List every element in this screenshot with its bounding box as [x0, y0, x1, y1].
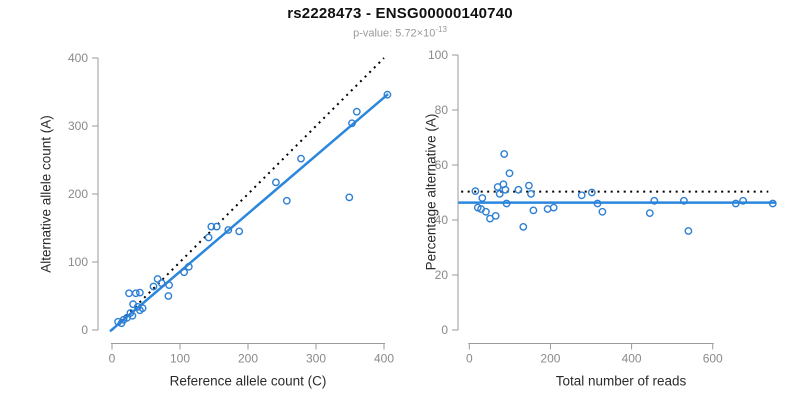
data-point [650, 196, 659, 205]
pvalue-exponent: -13 [435, 25, 447, 34]
data-point [138, 304, 147, 313]
y-tick-label: 0 [81, 323, 88, 337]
data-point [383, 90, 392, 99]
x-tick-label: 0 [466, 352, 473, 366]
y-tick-label: 40 [435, 213, 449, 227]
right-xaxis-title: Total number of reads [555, 373, 687, 389]
data-point [577, 191, 586, 200]
data-point [164, 292, 173, 300]
right-yaxis-title: Percentage alternative (A) [423, 113, 439, 271]
y-tick-label: 100 [68, 255, 88, 269]
data-point [502, 199, 511, 208]
data-point [131, 289, 140, 298]
y-tick-label: 80 [435, 103, 449, 117]
data-point [165, 281, 174, 289]
data-point [543, 205, 552, 213]
data-point [297, 154, 305, 163]
data-point [352, 107, 361, 116]
data-point [501, 185, 510, 194]
data-point [471, 187, 480, 196]
data-point [157, 279, 166, 287]
y-tick-label: 0 [441, 323, 448, 337]
data-point [345, 193, 354, 202]
data-point [739, 196, 747, 205]
left-yaxis-title: Alternative allele count (A) [38, 115, 54, 273]
data-point [768, 199, 777, 208]
data-point [348, 119, 356, 128]
data-point [153, 275, 162, 283]
data-point [235, 227, 244, 236]
x-tick-label: 300 [306, 352, 326, 366]
data-point [135, 288, 144, 297]
right-panel: 0 20 40 60 80 100 0 200 400 600 [428, 48, 777, 366]
data-point [207, 222, 216, 231]
data-point [478, 194, 487, 202]
x-tick-label: 600 [703, 352, 723, 366]
figure-subtitle: p-value: 5.72×10-13 [0, 25, 800, 40]
data-point [587, 188, 596, 197]
data-point [645, 209, 654, 218]
left-xaxis-title: Reference allele count (C) [169, 373, 327, 389]
x-tick-label: 400 [622, 352, 642, 366]
data-point [149, 282, 158, 291]
y-tick-label: 20 [435, 268, 449, 282]
data-point [481, 207, 490, 216]
data-point [184, 262, 193, 271]
data-point [505, 169, 514, 178]
left-panel: 0 100 200 300 400 0 100 200 300 400 [68, 51, 394, 366]
x-tick-label: 200 [238, 352, 258, 366]
data-point [491, 211, 500, 220]
pvalue-text: p-value: 5.72×10 [353, 27, 436, 40]
y-tick-label: 200 [68, 187, 88, 201]
data-point [680, 196, 688, 205]
data-point [212, 222, 221, 231]
figure-title: rs2228473 - ENSG00000140740 [287, 5, 513, 22]
data-point [271, 178, 280, 187]
data-point [514, 185, 523, 194]
y-tick-label: 300 [68, 119, 88, 133]
data-point [282, 196, 291, 205]
data-point [593, 199, 602, 208]
data-point [598, 207, 607, 216]
data-point [224, 226, 233, 234]
data-point [549, 203, 558, 212]
x-tick-label: 100 [170, 352, 190, 366]
y-tick-label: 100 [428, 48, 448, 62]
data-point [684, 227, 693, 235]
data-point [527, 189, 535, 198]
x-tick-label: 200 [540, 352, 560, 366]
data-point [500, 150, 509, 158]
data-point [525, 181, 533, 190]
data-point [519, 222, 528, 231]
data-point [125, 289, 133, 298]
data-point [495, 189, 504, 198]
x-tick-label: 0 [109, 352, 116, 366]
data-point [731, 199, 740, 208]
data-point [180, 268, 189, 277]
y-tick-label: 400 [68, 51, 88, 65]
y-tick-label: 60 [435, 158, 449, 172]
data-point [204, 233, 213, 242]
x-tick-label: 400 [374, 352, 394, 366]
data-point [128, 311, 137, 320]
regression-line [109, 93, 389, 333]
data-point [529, 206, 538, 215]
